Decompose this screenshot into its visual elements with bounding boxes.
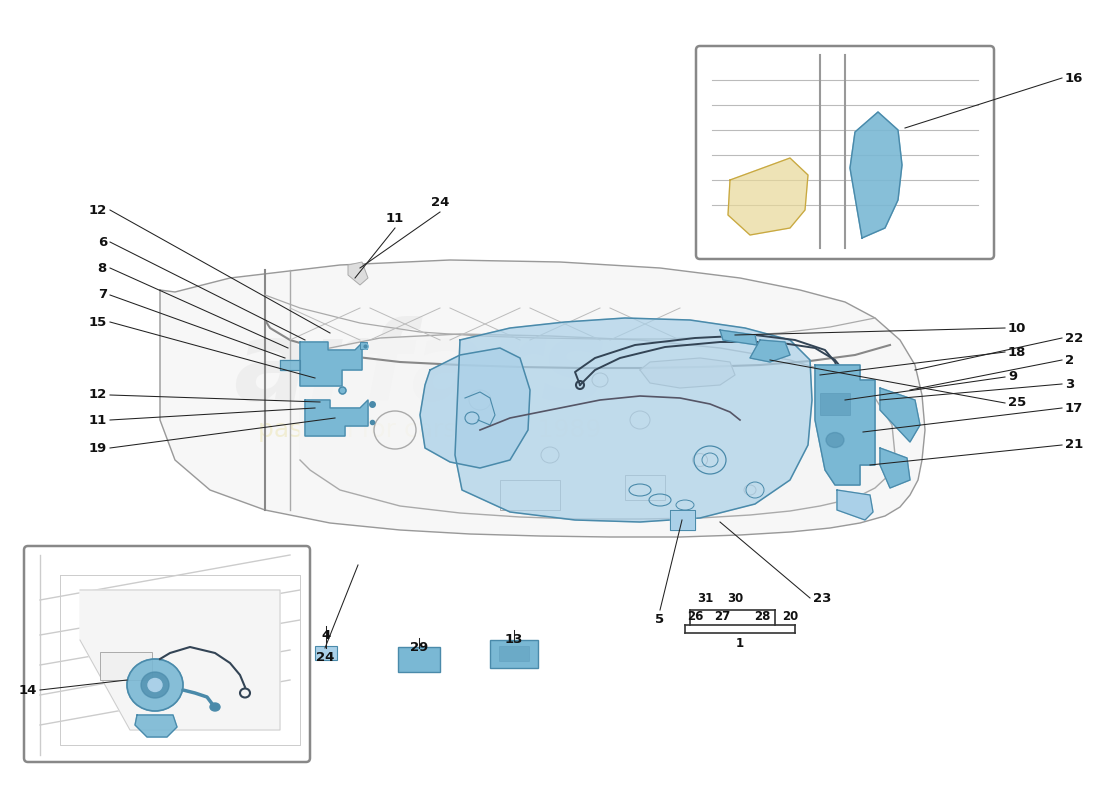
Polygon shape bbox=[135, 715, 177, 737]
Bar bbox=[820, 393, 850, 415]
Bar bbox=[499, 646, 529, 661]
Text: 4: 4 bbox=[321, 629, 331, 642]
Polygon shape bbox=[455, 318, 812, 522]
Polygon shape bbox=[160, 260, 925, 537]
Bar bbox=[490, 640, 538, 668]
Text: 22: 22 bbox=[1065, 331, 1084, 345]
Polygon shape bbox=[670, 510, 695, 530]
Ellipse shape bbox=[148, 678, 162, 691]
Text: 20: 20 bbox=[782, 610, 799, 623]
Text: 2: 2 bbox=[1065, 354, 1074, 366]
Text: 11: 11 bbox=[386, 212, 404, 225]
Text: 25: 25 bbox=[1008, 397, 1026, 410]
Polygon shape bbox=[728, 158, 808, 235]
Bar bbox=[315, 646, 337, 660]
Bar bbox=[100, 652, 152, 680]
Bar bbox=[360, 342, 367, 349]
Text: 8: 8 bbox=[98, 262, 107, 274]
Polygon shape bbox=[300, 342, 362, 386]
Text: 15: 15 bbox=[89, 315, 107, 329]
Text: passion for cars since 1989: passion for cars since 1989 bbox=[258, 418, 602, 442]
Text: 5: 5 bbox=[656, 613, 664, 626]
Text: 12: 12 bbox=[89, 203, 107, 217]
Text: 9: 9 bbox=[1008, 370, 1018, 383]
Polygon shape bbox=[305, 400, 369, 436]
Text: 21: 21 bbox=[1065, 438, 1084, 451]
Text: 18: 18 bbox=[1008, 346, 1026, 358]
Polygon shape bbox=[880, 448, 910, 488]
Text: 30: 30 bbox=[727, 592, 744, 605]
Text: 31: 31 bbox=[697, 592, 713, 605]
Polygon shape bbox=[837, 490, 873, 520]
Text: 24: 24 bbox=[431, 196, 449, 209]
Text: 10: 10 bbox=[1008, 322, 1026, 334]
Text: 27: 27 bbox=[714, 610, 730, 623]
Polygon shape bbox=[420, 348, 530, 468]
FancyBboxPatch shape bbox=[696, 46, 994, 259]
Bar bbox=[398, 647, 440, 672]
Text: 28: 28 bbox=[754, 610, 770, 623]
Text: 16: 16 bbox=[1065, 71, 1084, 85]
Polygon shape bbox=[720, 330, 757, 345]
Ellipse shape bbox=[126, 659, 183, 711]
Polygon shape bbox=[815, 365, 875, 485]
Text: 17: 17 bbox=[1065, 402, 1084, 414]
Text: arfars: arfars bbox=[233, 317, 607, 423]
Polygon shape bbox=[348, 262, 369, 285]
Text: 23: 23 bbox=[813, 591, 832, 605]
Text: 29: 29 bbox=[410, 641, 428, 654]
Text: 19: 19 bbox=[89, 442, 107, 454]
Text: 14: 14 bbox=[19, 683, 37, 697]
Polygon shape bbox=[300, 334, 895, 519]
Text: 11: 11 bbox=[89, 414, 107, 426]
Text: 12: 12 bbox=[89, 389, 107, 402]
Bar bbox=[625, 475, 666, 500]
Text: 7: 7 bbox=[98, 289, 107, 302]
Text: 6: 6 bbox=[98, 235, 107, 249]
Text: 1: 1 bbox=[736, 637, 744, 650]
Ellipse shape bbox=[210, 703, 220, 711]
Text: 3: 3 bbox=[1065, 378, 1075, 390]
Polygon shape bbox=[280, 360, 300, 370]
Ellipse shape bbox=[141, 672, 169, 698]
Polygon shape bbox=[80, 590, 280, 730]
Polygon shape bbox=[880, 388, 920, 442]
Text: 13: 13 bbox=[505, 633, 524, 646]
Text: 26: 26 bbox=[686, 610, 703, 623]
Polygon shape bbox=[750, 340, 790, 362]
Text: 24: 24 bbox=[316, 651, 334, 664]
FancyBboxPatch shape bbox=[24, 546, 310, 762]
Polygon shape bbox=[850, 112, 902, 238]
Polygon shape bbox=[640, 358, 735, 388]
Ellipse shape bbox=[826, 433, 844, 447]
Bar bbox=[500, 480, 560, 510]
